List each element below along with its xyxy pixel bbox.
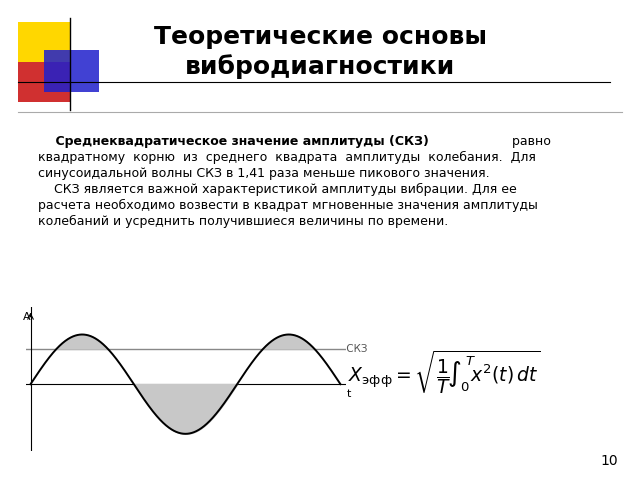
Text: квадратному  корню  из  среднего  квадрата  амплитуды  колебания.  Для: квадратному корню из среднего квадрата а… — [38, 151, 536, 164]
Text: СКЗ является важной характеристикой амплитуды вибрации. Для ее: СКЗ является важной характеристикой ампл… — [38, 183, 516, 196]
Bar — [18, 22, 70, 62]
Text: t: t — [346, 389, 351, 399]
Text: Среднеквадратическое значение амплитуды (СКЗ): Среднеквадратическое значение амплитуды … — [38, 135, 429, 148]
Text: расчета необходимо возвести в квадрат мгновенные значения амплитуды: расчета необходимо возвести в квадрат мг… — [38, 199, 538, 212]
Bar — [18, 62, 70, 102]
Bar — [44, 50, 99, 92]
Text: $X_{\mathregular{эфф}} = \sqrt{\dfrac{1}{T}\!\int_0^{\,T}\! x^2(t)\,dt}$: $X_{\mathregular{эфф}} = \sqrt{\dfrac{1}… — [348, 348, 540, 396]
Text: равно: равно — [508, 135, 551, 148]
Text: СКЗ: СКЗ — [342, 344, 367, 354]
Text: A: A — [23, 312, 30, 322]
Text: Теоретические основы
вибродиагностики: Теоретические основы вибродиагностики — [154, 24, 486, 79]
Text: колебаний и усреднить получившиеся величины по времени.: колебаний и усреднить получившиеся велич… — [38, 215, 448, 228]
Text: синусоидальной волны СКЗ в 1,41 раза меньше пикового значения.: синусоидальной волны СКЗ в 1,41 раза мен… — [38, 167, 490, 180]
Text: 10: 10 — [600, 454, 618, 468]
